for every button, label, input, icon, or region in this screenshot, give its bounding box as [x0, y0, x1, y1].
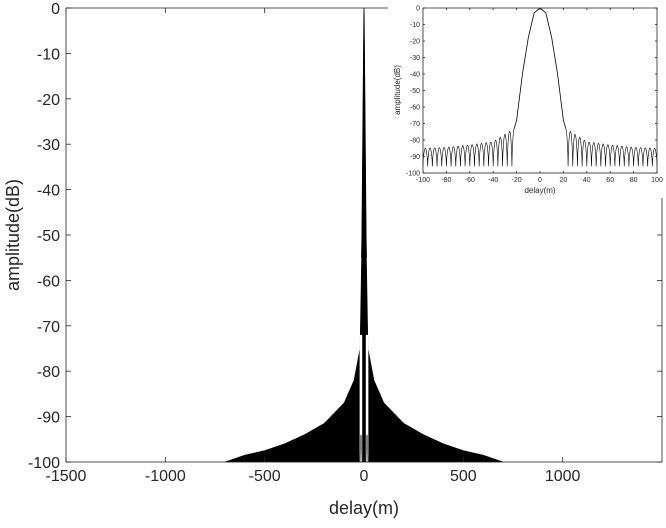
inset-x-tick-label: 40 [583, 177, 591, 184]
inset-left-sidelobes [422, 128, 515, 167]
main-x-axis-label: delay(m) [329, 498, 399, 518]
inset-y-tick-label: -60 [410, 105, 420, 112]
inset-x-tick-label: 100 [651, 177, 663, 184]
main-axes: -1500 -1000 -500 0 500 10000-10-20-30-40-50-6… [28, 1, 663, 485]
main-x-tick-label: -500 [249, 468, 281, 485]
main-x-tick-label: -1000 [145, 468, 186, 485]
inset-x-tick-label: 0 [538, 177, 542, 184]
inset-x-tick-label: 80 [630, 177, 638, 184]
main-y-tick-label: -50 [37, 228, 60, 245]
main-y-tick-label: -20 [37, 92, 60, 109]
inset-y-tick-label: -30 [410, 55, 420, 62]
main-x-tick-label: 0 [360, 468, 369, 485]
inset-y-tick-label: -100 [406, 171, 420, 178]
main-y-axis-label: amplitude(dB) [3, 179, 23, 291]
inset-x-tick-label: 60 [606, 177, 614, 184]
inset-x-tick-label: -40 [488, 177, 498, 184]
main-null-gap [359, 334, 363, 462]
main-y-tick-label: -80 [37, 364, 60, 381]
inset-y-tick-label: -50 [410, 88, 420, 95]
main-y-tick-label: 0 [51, 1, 60, 18]
inset-y-tick-label: -40 [410, 72, 420, 79]
main-null-gap [365, 334, 369, 462]
inset-x-tick-label: 20 [560, 177, 568, 184]
inset-y-tick-label: 0 [416, 6, 420, 13]
inset-x-axis-label: delay(m) [524, 186, 555, 195]
inset-axes: -100 -80 -60 -40 -20 0 20 40 60 80 100 0 -10 -20 -30 -4… [406, 6, 663, 185]
inset-x-tick-label: -20 [512, 177, 522, 184]
main-data-layer [224, 7, 504, 463]
main-y-tick-label: -60 [37, 273, 60, 290]
inset-y-tick-label: -80 [410, 138, 420, 145]
main-y-tick-label: -10 [37, 46, 60, 63]
main-y-tick-label: -90 [37, 410, 60, 427]
inset-right-sidelobes [565, 128, 658, 167]
inset-y-tick-label: -90 [410, 154, 420, 161]
main-x-tick-label: -1500 [46, 468, 87, 485]
inset-y-tick-label: -20 [410, 39, 420, 46]
inset-x-tick-label: -100 [416, 177, 430, 184]
inset-y-axis-label: amplitude(dB) [393, 65, 402, 115]
main-x-tick-label: 1000 [545, 468, 581, 485]
main-y-tick-label: -100 [28, 455, 60, 472]
inset-x-tick-label: -60 [465, 177, 475, 184]
inset-y-tick-label: -70 [410, 121, 420, 128]
inset-chart: -100 -80 -60 -40 -20 0 20 40 60 80 100 0 -10 -20 -30 -4… [388, 2, 664, 198]
inset-y-tick-label: -10 [410, 22, 420, 29]
main-y-tick-label: -30 [37, 137, 60, 154]
main-y-tick-label: -40 [37, 183, 60, 200]
inset-x-tick-label: -80 [441, 177, 451, 184]
main-y-tick-label: -70 [37, 319, 60, 336]
inset-plot-area [423, 8, 657, 173]
main-x-tick-label: 500 [450, 468, 477, 485]
